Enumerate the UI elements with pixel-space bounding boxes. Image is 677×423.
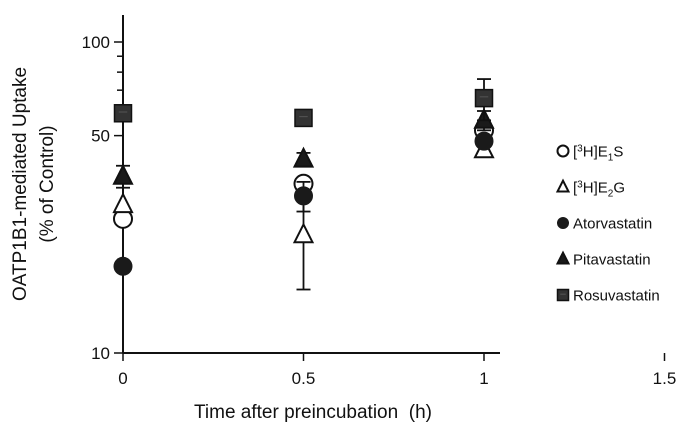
marker-shape [113,104,133,123]
legend-marker [555,178,571,193]
legend-item: [3H]E2G [555,178,625,200]
legend-marker [557,217,569,229]
data-point [112,192,134,214]
marker-shape [112,163,134,185]
marker-shape [113,256,133,276]
marker-shape [292,146,315,168]
data-point [294,186,313,206]
legend-label: Atorvastatin [573,216,652,233]
marker-shape [555,250,571,265]
legend-marker [556,288,570,302]
legend: [3H]E1S [3H]E2G Atorvastatin Pitavastatin Ro… [555,144,660,305]
marker-shape [556,288,570,302]
legend-label: [3H]E1S [573,144,623,164]
data-point [113,256,133,276]
series-rosuvastatin [113,78,494,128]
legend-label: [3H]E2G [573,180,625,200]
legend-label: Rosuvastatin [573,288,660,305]
legend-item: Atorvastatin [557,216,652,233]
marker-shape [294,186,313,206]
y-tick-label: 50 [91,127,110,146]
data-point [294,108,313,128]
data-layer [112,78,495,291]
data-point [474,131,494,151]
marker-shape [292,222,315,244]
marker-shape [556,144,570,158]
x-tick-label: 1 [479,369,488,388]
y-tick-label: 100 [82,33,110,52]
x-axis-title: Time after preincubation (h) [194,402,432,423]
data-point [292,222,315,244]
marker-shape [555,178,571,193]
legend-label: Pitavastatin [573,252,651,269]
legend-item: Rosuvastatin [556,288,660,305]
y-axis-title: OATP1B1-mediated Uptake [10,67,31,301]
x-tick-label: 0 [118,369,127,388]
legend-item: Pitavastatin [555,250,651,269]
marker-shape [474,88,494,108]
x-tick-label: 0.5 [292,369,316,388]
legend-marker [556,144,570,158]
data-point [292,146,315,168]
y-axis-title: (% of Control) [37,125,58,242]
y-tick-label: 10 [91,344,110,363]
series--3h-e1s [113,120,494,229]
marker-shape [294,108,313,128]
legend-marker [555,250,571,265]
data-point [113,104,133,123]
marker-shape [557,217,569,229]
data-point [112,163,134,185]
marker-shape [474,131,494,151]
marker-shape [112,192,134,214]
x-tick-label: 1.5 [653,369,677,388]
series-atorvastatin [113,131,494,276]
data-point [474,88,494,108]
legend-item: [3H]E1S [556,144,623,164]
